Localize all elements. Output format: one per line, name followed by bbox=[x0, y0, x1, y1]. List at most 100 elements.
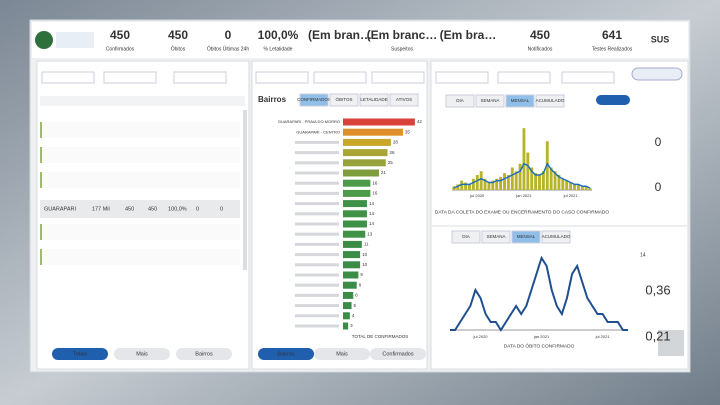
x-tick-label: jan 2021 bbox=[515, 193, 532, 198]
chart-tab[interactable] bbox=[481, 230, 511, 244]
chart-tab-label: SEMANA bbox=[480, 98, 499, 103]
tab-button-label: Mais bbox=[136, 351, 148, 357]
table-row[interactable] bbox=[40, 224, 240, 240]
bar[interactable] bbox=[343, 302, 352, 310]
logo bbox=[35, 31, 53, 49]
chart-tab[interactable] bbox=[505, 94, 535, 108]
tab-button[interactable] bbox=[370, 348, 426, 360]
table-cell: 177 Mil bbox=[92, 206, 110, 212]
filter-dropdown[interactable] bbox=[497, 71, 551, 84]
tab-button[interactable] bbox=[258, 348, 314, 360]
bar[interactable] bbox=[343, 179, 371, 187]
filter-dropdown[interactable] bbox=[561, 71, 615, 84]
bar bbox=[530, 167, 534, 190]
bar[interactable] bbox=[343, 220, 367, 228]
filter-dropdown[interactable] bbox=[103, 71, 157, 84]
table-row[interactable] bbox=[40, 172, 240, 188]
add-filter-button[interactable] bbox=[631, 67, 683, 81]
chart-tab[interactable] bbox=[511, 230, 541, 244]
chart-tab[interactable] bbox=[541, 230, 571, 244]
bar[interactable] bbox=[343, 281, 357, 289]
bar bbox=[553, 171, 557, 190]
bar[interactable] bbox=[343, 200, 367, 208]
bar-value: 16 bbox=[372, 191, 378, 196]
bar-label-blur bbox=[295, 151, 339, 155]
scroll-button[interactable] bbox=[658, 330, 684, 356]
bar bbox=[475, 175, 479, 190]
x-axis-label: DATA DA COLETA DO EXAME OU ENCERRAMENTO … bbox=[435, 209, 609, 215]
x-tick-label: jan 2021 bbox=[533, 334, 550, 339]
table-row[interactable] bbox=[40, 147, 240, 163]
chart-tab-label: ACUMULADO bbox=[542, 234, 571, 239]
bar[interactable] bbox=[343, 312, 350, 320]
bar-value: 25 bbox=[388, 160, 394, 165]
filter-dropdown[interactable] bbox=[371, 71, 425, 84]
stat-value: 0,21 bbox=[645, 328, 670, 343]
bar-value: 10 bbox=[362, 262, 368, 267]
filter-dropdown[interactable] bbox=[435, 71, 489, 84]
filter-dropdown[interactable] bbox=[313, 71, 367, 84]
bar-value: 42 bbox=[417, 119, 423, 124]
table-cell: GUARAPARI bbox=[44, 206, 76, 212]
bar[interactable] bbox=[343, 149, 388, 157]
kpi-label: Óbitos bbox=[171, 45, 186, 52]
chart-tab-label: ÓBITOS bbox=[336, 96, 353, 102]
tab-button[interactable] bbox=[314, 348, 370, 360]
filter-dropdown[interactable] bbox=[255, 71, 309, 84]
bar bbox=[576, 184, 580, 190]
bar[interactable] bbox=[343, 128, 403, 136]
bar[interactable] bbox=[343, 291, 354, 299]
bar[interactable] bbox=[343, 322, 349, 330]
bar bbox=[514, 171, 518, 190]
table-row[interactable] bbox=[40, 249, 240, 265]
kpi-value: 450 bbox=[110, 28, 130, 42]
tab-button[interactable] bbox=[114, 348, 170, 360]
chart-tab[interactable] bbox=[389, 93, 419, 107]
chart-tab[interactable] bbox=[475, 94, 505, 108]
filter-dropdown[interactable] bbox=[41, 71, 95, 84]
stat-value: 0,36 bbox=[645, 282, 670, 297]
bar-value: 10 bbox=[362, 252, 368, 257]
bar-label-blur bbox=[295, 304, 339, 308]
chart-title: Bairros bbox=[258, 95, 287, 104]
tab-button[interactable] bbox=[176, 348, 232, 360]
chart-tab[interactable] bbox=[535, 94, 565, 108]
bar bbox=[510, 167, 514, 190]
bar[interactable] bbox=[343, 230, 366, 238]
chart-tab-label: MENSAL bbox=[511, 98, 530, 103]
chart-tab[interactable] bbox=[451, 230, 481, 244]
bar[interactable] bbox=[343, 210, 367, 218]
bar[interactable] bbox=[343, 240, 362, 248]
tab-button[interactable] bbox=[52, 348, 108, 360]
bar bbox=[549, 167, 553, 190]
bar[interactable] bbox=[343, 159, 386, 167]
chart-tab-label: MENSAL bbox=[517, 234, 536, 239]
bar-label-blur bbox=[295, 263, 339, 267]
row-accent bbox=[40, 122, 42, 138]
bar-value: 11 bbox=[364, 242, 369, 247]
chart-tab[interactable] bbox=[359, 93, 389, 107]
chart-tab[interactable] bbox=[329, 93, 359, 107]
bar[interactable] bbox=[343, 271, 359, 279]
chart-tab-label: CONFIRMADOS bbox=[297, 97, 331, 102]
table-row[interactable] bbox=[40, 122, 240, 138]
bar bbox=[483, 178, 487, 190]
bar[interactable] bbox=[343, 169, 379, 177]
filter-dropdown[interactable] bbox=[173, 71, 227, 84]
table-cell: 0 bbox=[196, 206, 199, 212]
bar-label-blur bbox=[295, 222, 339, 226]
chart-tab[interactable] bbox=[299, 93, 329, 107]
bar[interactable] bbox=[343, 118, 415, 126]
toggle[interactable] bbox=[596, 95, 630, 105]
bar[interactable] bbox=[343, 138, 391, 146]
bar[interactable] bbox=[343, 251, 361, 259]
bar-value: 35 bbox=[405, 129, 411, 134]
chart-tab[interactable] bbox=[445, 94, 475, 108]
selected-row[interactable] bbox=[40, 200, 240, 218]
bar bbox=[518, 163, 522, 190]
bar-label-blur bbox=[295, 314, 339, 318]
kpi-value: 450 bbox=[168, 28, 188, 42]
bar[interactable] bbox=[343, 189, 371, 197]
bar[interactable] bbox=[343, 261, 361, 269]
